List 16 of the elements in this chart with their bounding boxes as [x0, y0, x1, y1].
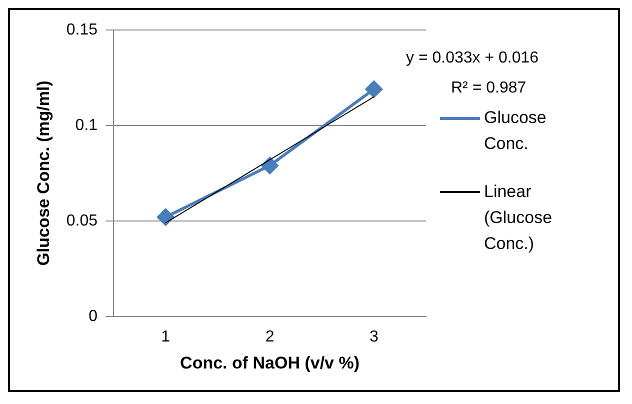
y-tick-label: 0 — [88, 308, 98, 325]
x-axis-title: Conc. of NaOH (v/v %) — [180, 353, 360, 372]
y-axis-title: Glucose Conc. (mg/ml) — [34, 80, 53, 266]
x-tick-label: 1 — [161, 328, 170, 346]
y-tick-label: 0.15 — [66, 21, 98, 38]
point — [157, 208, 174, 226]
legend-label: Linear (Glucose Conc.) — [484, 181, 554, 255]
text: R² = 0.987 — [451, 79, 526, 96]
y-tick-label: 0.05 — [66, 212, 98, 230]
y-tick-label: 0.1 — [75, 116, 98, 134]
point — [261, 157, 278, 174]
x-tick-label: 3 — [369, 328, 378, 346]
annotation: y = 0.033x + 0.016 — [406, 49, 539, 66]
x-tick-label: 2 — [265, 328, 274, 346]
point — [365, 80, 382, 98]
legend-label: Glucose Conc. — [484, 107, 548, 155]
